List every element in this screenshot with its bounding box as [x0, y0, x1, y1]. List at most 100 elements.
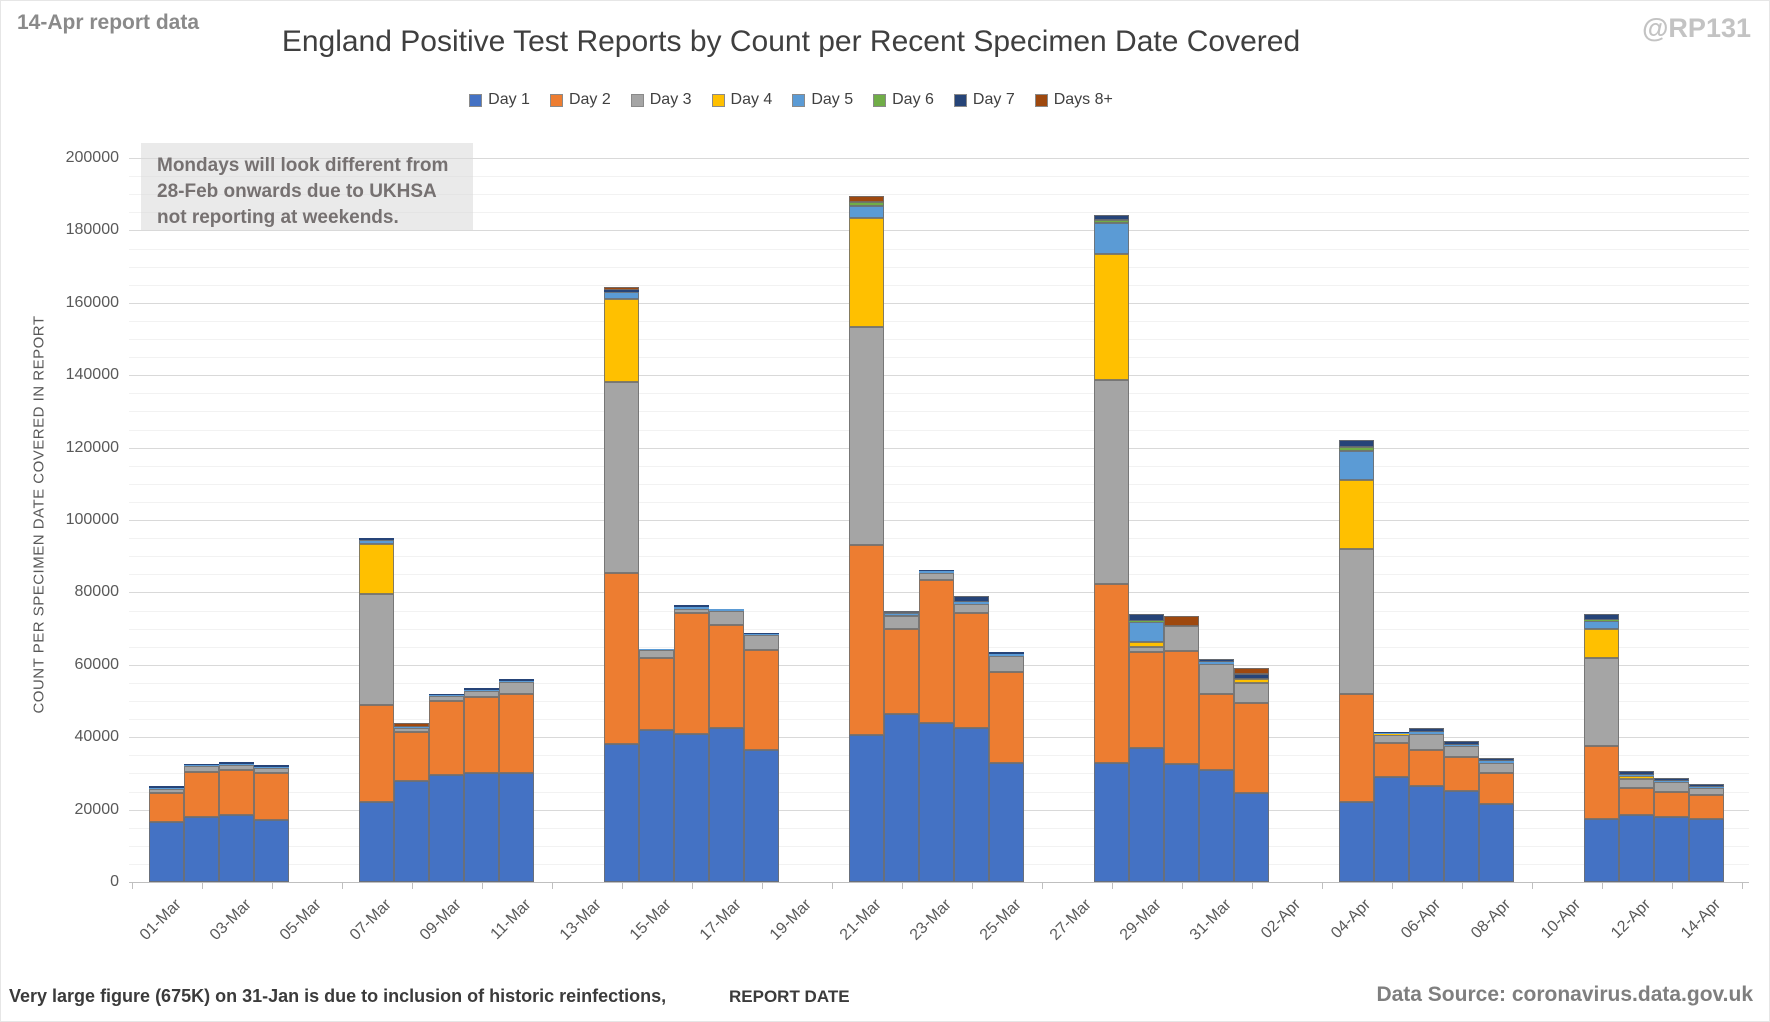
bar-04-Apr [1339, 440, 1374, 882]
segment-days-8+ [604, 286, 639, 290]
segment-day-2 [989, 672, 1024, 763]
segment-day-4 [1584, 628, 1619, 658]
bar-02-Mar [184, 763, 219, 882]
x-axis-tick-label: 15-Mar [626, 896, 675, 944]
segment-day-7 [1689, 783, 1724, 787]
segment-day-3 [1689, 787, 1724, 796]
x-axis-tick [1672, 883, 1673, 889]
segment-day-7 [464, 688, 499, 690]
segment-day-5 [149, 787, 184, 789]
bar-16-Mar [674, 605, 709, 882]
segment-day-2 [1584, 746, 1619, 819]
segment-day-7 [744, 633, 779, 635]
gridline-minor [129, 266, 1749, 268]
segment-day-7 [149, 786, 184, 788]
bar-15-Mar [639, 648, 674, 882]
footer-note: Very large figure (675K) on 31-Jan is du… [9, 986, 667, 1006]
gridline-minor [129, 176, 1749, 178]
segment-day-1 [254, 820, 289, 882]
x-axis-tick [1742, 883, 1743, 889]
segment-day-2 [394, 731, 429, 781]
segment-day-3 [1129, 647, 1164, 653]
x-axis-tick-label: 01-Mar [136, 896, 185, 944]
gridline-major [129, 520, 1749, 521]
segment-day-1 [394, 780, 429, 882]
gridline-minor [129, 320, 1749, 322]
segment-day-1 [1094, 762, 1129, 882]
segment-day-2 [919, 580, 954, 724]
segment-day-6 [1129, 621, 1164, 623]
segment-day-3 [744, 635, 779, 650]
segment-day-5 [709, 609, 744, 611]
bar-10-Mar [464, 688, 499, 882]
segment-day-2 [1479, 773, 1514, 805]
segment-day-3 [1094, 380, 1129, 585]
segment-day-1 [989, 762, 1024, 882]
segment-day-7 [1094, 215, 1129, 220]
gridline-minor [129, 393, 1749, 395]
gridline-major [129, 375, 1749, 377]
bar-11-Mar [499, 679, 534, 882]
segment-day-2 [149, 793, 184, 823]
gridline-minor [129, 284, 1749, 286]
segment-day-5 [884, 613, 919, 616]
segment-day-4 [1339, 480, 1374, 549]
segment-day-3 [499, 681, 534, 694]
x-axis-tick [1462, 883, 1463, 889]
segment-day-5 [499, 680, 534, 682]
segment-day-5 [674, 607, 709, 609]
x-axis-line [129, 882, 1749, 883]
report-note: 14-Apr report data [17, 11, 200, 34]
segment-day-3 [604, 382, 639, 573]
segment-day-5 [394, 727, 429, 729]
segment-day-2 [1199, 693, 1234, 770]
segment-day-2 [219, 769, 254, 816]
bar-03-Mar [219, 761, 254, 882]
bar-29-Mar [1129, 613, 1164, 882]
x-axis-title: REPORT DATE [729, 987, 850, 1006]
bar-22-Mar [884, 610, 919, 882]
segment-day-3 [429, 696, 464, 701]
segment-day-3 [1584, 657, 1619, 747]
bar-31-Mar [1199, 658, 1234, 882]
segment-day-4 [1234, 678, 1269, 683]
legend-swatch-icon [1034, 93, 1048, 107]
x-axis-tick [412, 883, 413, 889]
segment-day-5 [429, 695, 464, 697]
segment-day-7 [1654, 778, 1689, 782]
bar-23-Mar [919, 569, 954, 882]
segment-day-1 [884, 713, 919, 882]
y-axis-tick-label: 120000 [65, 438, 119, 456]
segment-day-1 [429, 775, 464, 882]
bar-18-Mar [744, 633, 779, 882]
segment-day-5 [1199, 662, 1234, 665]
segment-day-2 [1129, 652, 1164, 749]
bar-01-Mar [149, 786, 184, 882]
legend-label: Day 7 [972, 91, 1015, 108]
x-axis-tick-label: 21-Mar [836, 896, 885, 944]
segment-day-5 [1689, 786, 1724, 788]
segment-day-7 [254, 765, 289, 768]
segment-day-7 [184, 763, 219, 766]
y-axis-tick-label: 0 [110, 873, 119, 890]
segment-day-2 [429, 701, 464, 776]
segment-day-2 [1339, 693, 1374, 803]
legend-item-day-6: Day 6 [873, 91, 934, 109]
gridline-minor [129, 212, 1749, 214]
x-axis-tick [622, 883, 623, 889]
segment-day-7 [1479, 758, 1514, 762]
segment-day-5 [1339, 450, 1374, 481]
x-axis-tick [1322, 883, 1323, 889]
legend-item-day-4: Day 4 [711, 91, 772, 109]
bar-12-Apr [1619, 770, 1654, 882]
segment-day-3 [359, 594, 394, 705]
gridline-major [129, 447, 1749, 449]
segment-day-5 [1584, 620, 1619, 629]
segment-day-3 [1409, 733, 1444, 750]
segment-day-5 [1619, 774, 1654, 777]
bar-21-Mar [849, 196, 884, 882]
segment-day-1 [1199, 769, 1234, 882]
x-axis-tick [832, 883, 833, 889]
gridline-major [129, 302, 1749, 304]
segment-day-5 [184, 765, 219, 767]
